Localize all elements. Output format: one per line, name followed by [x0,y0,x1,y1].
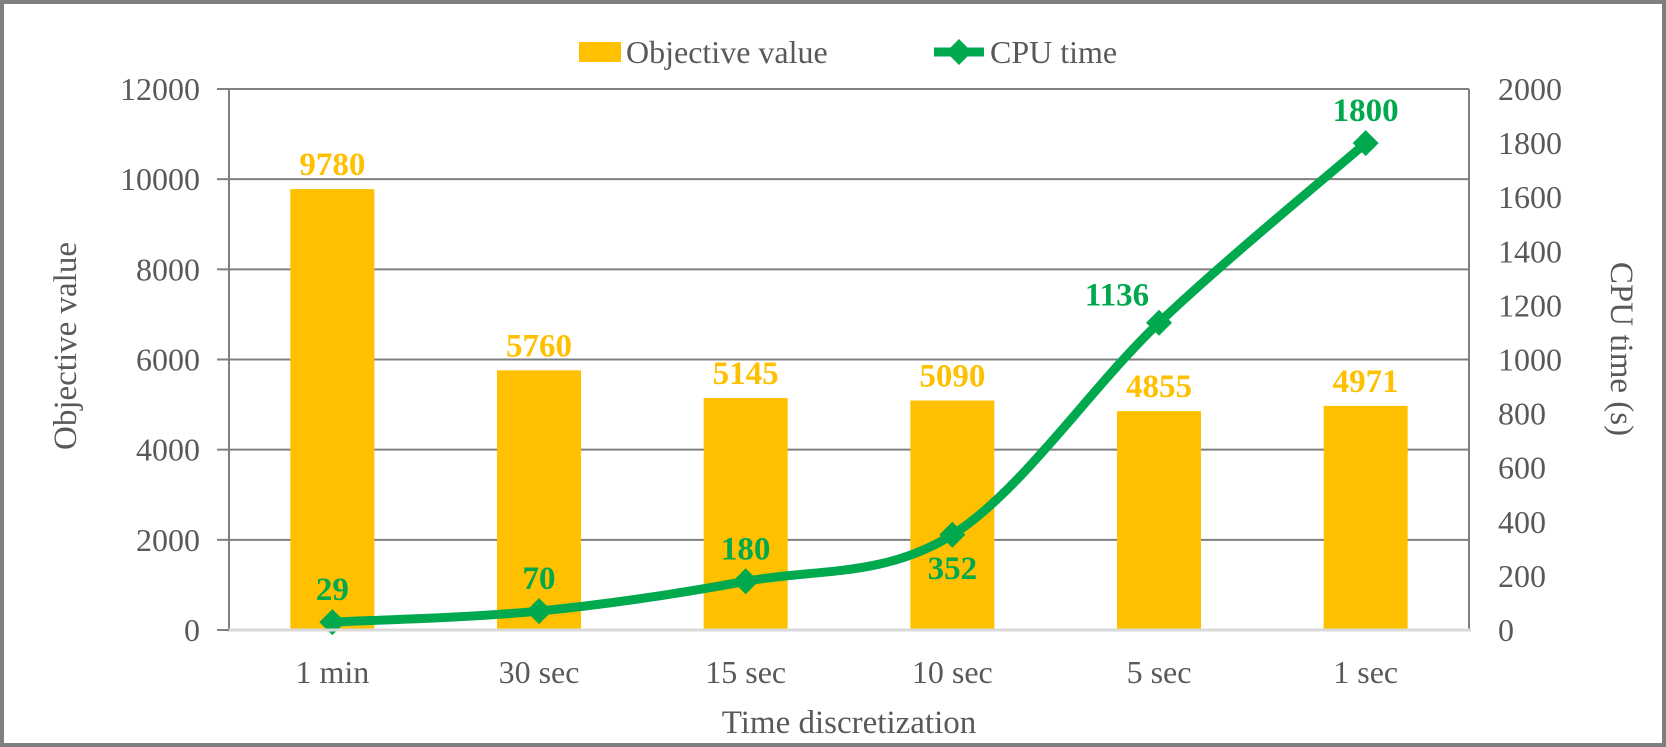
left-axis-tick-label: 12000 [120,71,200,107]
right-axis-tick-label: 1200 [1498,287,1562,323]
legend: Objective value CPU time [579,34,1117,70]
bar-1 min [290,189,375,630]
line-value-label: 29 [316,572,349,608]
x-category-label: 30 sec [499,654,580,690]
x-category-label: 1 sec [1333,654,1398,690]
legend-swatch-objective-value [579,42,621,62]
bar-value-label: 5090 [919,359,985,395]
right-axis-tick-label: 2000 [1498,71,1562,107]
left-axis-tick-label: 0 [184,612,200,648]
cpu-time-line [327,138,1371,627]
left-axis-tick-label: 2000 [136,522,200,558]
line-value-label: 1800 [1333,93,1399,129]
bar-1 sec [1323,405,1408,630]
axis-tick-labels: 0 2000 4000 6000 8000 10000 12000 0 200 400 600 800… [120,71,1562,690]
x-category-label: 10 sec [912,654,993,690]
line-point-marker [1352,130,1379,157]
line-point-marker [732,568,759,595]
bar-5 sec [1117,411,1201,630]
line-series-cpu-time [319,130,1379,636]
line-value-label: 1136 [1085,278,1149,314]
x-category-label: 1 min [295,654,369,690]
right-axis-title: CPU time (s) [1603,262,1639,436]
left-axis-tick-label: 8000 [136,251,200,287]
bar-value-label: 4971 [1333,364,1399,400]
right-axis-tick-label: 800 [1498,396,1546,432]
line-value-label: 180 [721,531,771,567]
right-axis-tick-label: 200 [1498,558,1546,594]
x-axis-title: Time discretization [722,705,977,741]
x-category-label: 5 sec [1127,654,1192,690]
right-axis-tick-label: 1800 [1498,125,1562,161]
legend-label-objective-value: Objective value [626,34,828,70]
line-value-label: 70 [523,561,556,597]
bar-value-label: 4855 [1126,369,1192,405]
line-value-label: 352 [928,551,978,587]
line-point-marker [939,521,966,548]
bar-value-label: 9780 [299,147,365,183]
right-axis-tick-label: 600 [1498,450,1546,486]
left-axis-tick-label: 10000 [120,161,200,197]
legend-diamond-icon [946,39,972,65]
right-axis-tick-label: 1400 [1498,233,1562,269]
line-point-marker [1146,309,1172,336]
left-axis-title: Objective value [48,242,84,450]
right-axis-tick-label: 1000 [1498,342,1562,378]
bar-15 sec [703,398,788,630]
bar-value-label: 5145 [713,356,779,392]
line-point-marker [526,598,552,625]
right-axis-tick-label: 0 [1498,612,1514,648]
left-axis-tick-label: 6000 [136,342,200,378]
gridlines [229,88,1469,541]
x-category-label: 15 sec [705,654,786,690]
legend-label-cpu-time: CPU time [990,34,1117,70]
data-labels: 9780 5760 5145 5090 4855 4971 29 70 180 352 1136 18… [299,93,1398,608]
left-axis-tick-label: 4000 [136,432,200,468]
right-axis-tick-label: 400 [1498,504,1546,540]
bar-30 sec [497,370,581,630]
bar-value-label: 5760 [506,328,572,364]
right-axis-tick-label: 1600 [1498,179,1562,215]
chart-canvas: 0 2000 4000 6000 8000 10000 12000 0 200 400 600 800… [48,34,1639,741]
